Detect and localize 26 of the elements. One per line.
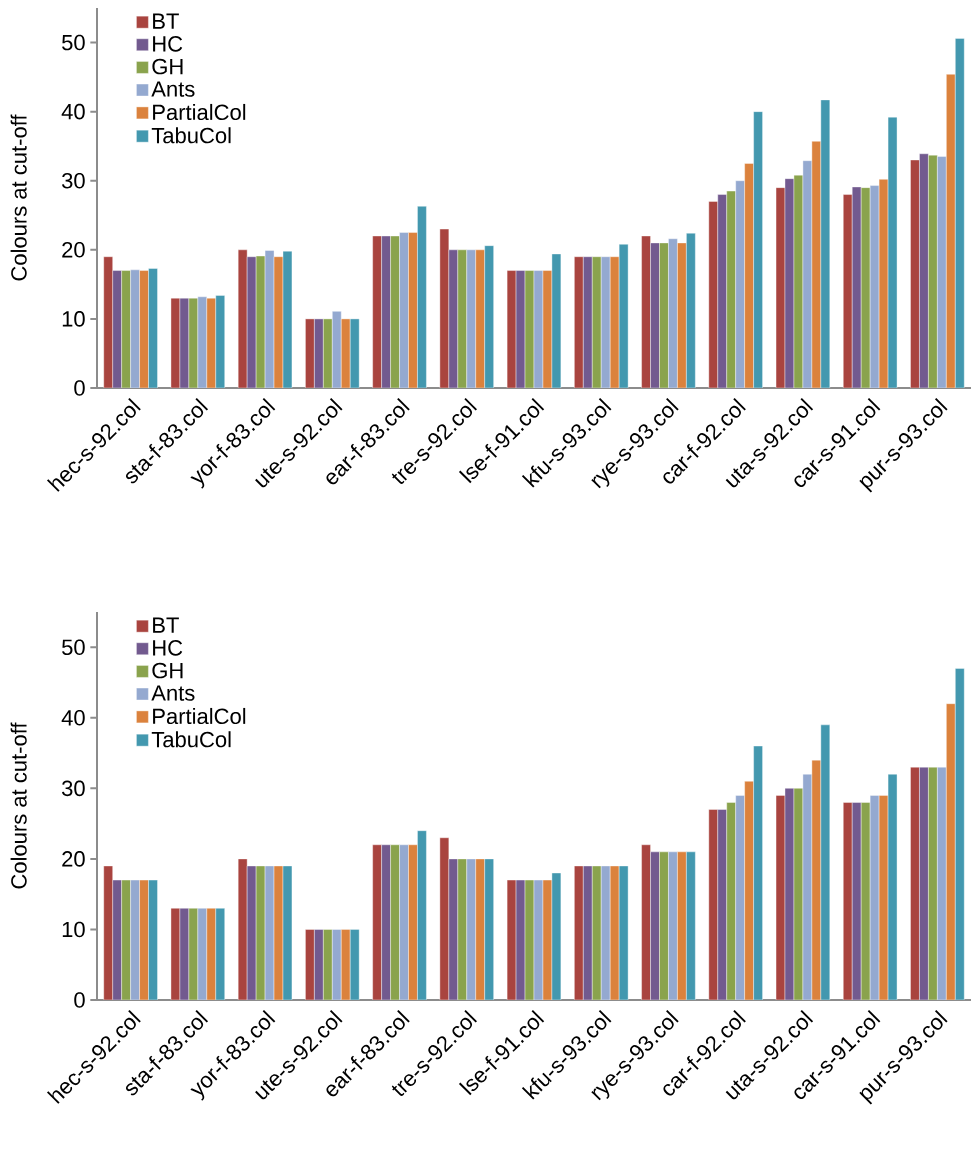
y-tick-label: 0 <box>74 380 85 396</box>
y-tick-label: 50 <box>62 34 85 51</box>
y-tick-label: 20 <box>62 851 85 867</box>
y-tick-label: 50 <box>62 639 85 656</box>
legend-label: BT <box>153 13 179 29</box>
y-tick-label: 0 <box>74 992 85 1008</box>
y-tick-label: 30 <box>62 172 85 189</box>
legend-label: HC <box>153 640 183 656</box>
legend-label: BT <box>153 617 179 633</box>
y-tick-label: 40 <box>61 710 85 726</box>
y-tick-label: 10 <box>62 311 85 327</box>
legend-label: PartialCol <box>153 707 246 725</box>
legend-label: TabuCol <box>151 127 231 144</box>
legend-label: PartialCol <box>153 103 246 121</box>
legend-label: GH <box>152 662 183 679</box>
legend-label: Ants <box>151 81 195 97</box>
legend-label: Ants <box>151 685 195 701</box>
legend-label: HC <box>153 36 183 52</box>
legend-label: GH <box>152 58 183 75</box>
y-axis-title: Colours at cut-off <box>10 722 27 889</box>
y-tick-label: 10 <box>62 921 85 938</box>
legend-label: TabuCol <box>151 731 231 748</box>
y-tick-label: 30 <box>62 780 85 797</box>
y-tick-label: 20 <box>62 242 85 258</box>
y-axis-title: Colours at cut-off <box>10 114 27 281</box>
y-tick-label: 40 <box>61 103 85 120</box>
